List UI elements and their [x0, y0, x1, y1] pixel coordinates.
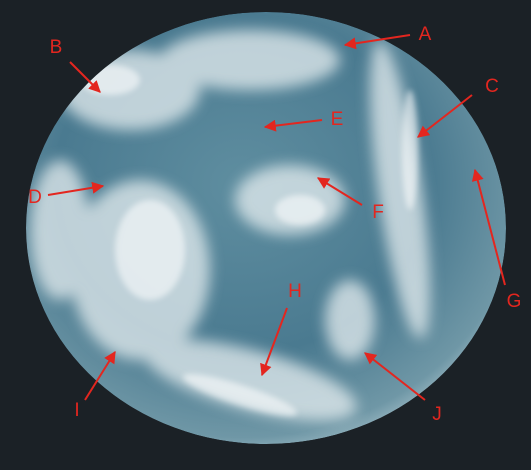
label: F	[372, 202, 384, 223]
label: I	[74, 400, 79, 421]
label: B	[50, 37, 63, 58]
label: E	[331, 109, 344, 130]
arrow	[316, 177, 363, 206]
arrow	[417, 94, 473, 138]
label: G	[507, 291, 522, 312]
label: D	[28, 187, 42, 208]
label: J	[432, 404, 442, 425]
arrow	[47, 181, 105, 196]
arrow	[471, 168, 506, 286]
label: C	[485, 76, 499, 97]
arrow	[364, 352, 426, 401]
arrow	[84, 350, 116, 401]
annotations: A B C D E F G H I J	[28, 24, 521, 425]
arrow	[343, 34, 411, 50]
arrow	[263, 119, 323, 132]
label: H	[288, 281, 302, 302]
arrow	[69, 61, 101, 93]
label: A	[419, 24, 432, 45]
arrow	[260, 307, 288, 377]
